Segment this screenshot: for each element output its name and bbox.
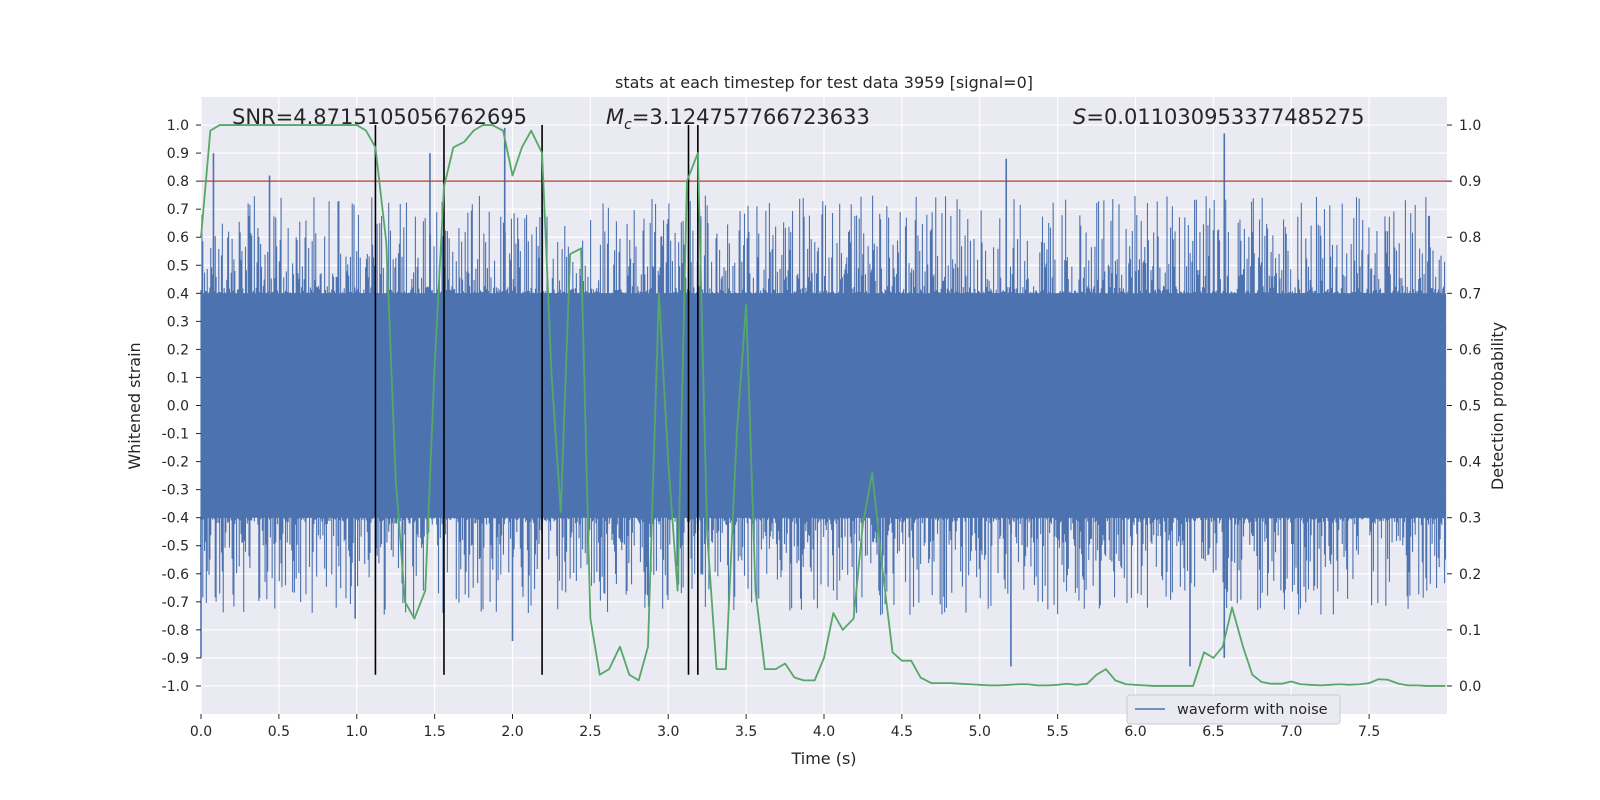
y-right-tick-label-5: 0.5 <box>1459 399 1481 415</box>
y-right-tick-label-9: 0.1 <box>1459 623 1481 639</box>
y-tick-label-14: -0.4 <box>162 511 189 527</box>
chart-title: stats at each timestep for test data 395… <box>615 73 1033 92</box>
y-tick-label-18: -0.8 <box>162 623 189 639</box>
x-tick-label-14: 7.0 <box>1280 724 1302 740</box>
x-tick-label-9: 4.5 <box>891 724 913 740</box>
chirp-mass-symbol: M <box>606 105 624 129</box>
x-tick-label-1: 0.5 <box>268 724 290 740</box>
x-tick-label-0: 0.0 <box>190 724 212 740</box>
y-axis-right-ticks: 1.0 0.9 0.8 0.7 0.6 0.5 0.4 0.3 0.2 0.1 0.0 <box>1447 118 1481 695</box>
y-tick-label-11: -0.1 <box>162 427 189 443</box>
y-tick-label-4: 0.6 <box>167 230 189 246</box>
y-tick-label-8: 0.2 <box>167 342 189 358</box>
x-axis-label: Time (s) <box>790 749 856 768</box>
x-tick-label-2: 1.0 <box>346 724 368 740</box>
detection-probability-series <box>200 124 1446 687</box>
y-right-tick-label-8: 0.2 <box>1459 567 1481 583</box>
legend: waveform with noise <box>1126 694 1341 725</box>
x-tick-label-13: 6.5 <box>1202 724 1224 740</box>
snr-annotation: SNR=4.8715105056762695 <box>232 105 527 129</box>
x-tick-label-11: 5.5 <box>1046 724 1068 740</box>
y-right-tick-label-7: 0.3 <box>1459 511 1481 527</box>
y-axis-left-ticks: 1.0 0.9 0.8 0.7 0.6 0.5 0.4 0.3 0.2 0.1 0.0 -0.1 -0.… <box>162 118 201 695</box>
y-right-tick-label-6: 0.4 <box>1459 455 1481 471</box>
y-tick-label-5: 0.5 <box>167 258 189 274</box>
y-tick-label-15: -0.5 <box>162 539 189 555</box>
y-axis-label-right: Detection probability <box>1488 322 1507 490</box>
y-tick-label-17: -0.7 <box>162 595 189 611</box>
chirp-mass-value: =3.124757766723633 <box>632 105 870 129</box>
chirp-mass-annotation: Mc=3.124757766723633 <box>606 105 870 133</box>
waveform-band <box>201 293 1446 518</box>
y-tick-label-19: -0.9 <box>162 651 189 667</box>
x-tick-label-3: 1.5 <box>423 724 445 740</box>
y-right-tick-label-4: 0.6 <box>1459 342 1481 358</box>
y-axis-label-left: Whitened strain <box>125 342 144 469</box>
s-statistic-annotation: S=0.011030953377485275 <box>1073 105 1364 129</box>
x-tick-label-4: 2.0 <box>501 724 523 740</box>
y-right-tick-label-0: 1.0 <box>1459 118 1481 134</box>
x-tick-label-15: 7.5 <box>1358 724 1380 740</box>
x-tick-label-10: 5.0 <box>969 724 991 740</box>
x-tick-label-6: 3.0 <box>657 724 679 740</box>
y-tick-label-6: 0.4 <box>167 286 189 302</box>
legend-label: waveform with noise <box>1177 702 1328 718</box>
y-right-tick-label-3: 0.7 <box>1459 286 1481 302</box>
y-tick-label-10: 0.0 <box>167 399 189 415</box>
x-tick-label-8: 4.0 <box>813 724 835 740</box>
y-right-tick-label-10: 0.0 <box>1459 679 1481 695</box>
y-right-tick-label-2: 0.8 <box>1459 230 1481 246</box>
y-tick-label-3: 0.7 <box>167 202 189 218</box>
x-tick-label-12: 6.0 <box>1124 724 1146 740</box>
legend-box <box>1126 694 1341 725</box>
y-tick-label-1: 0.9 <box>167 146 189 162</box>
vertical-markers <box>374 125 699 675</box>
waveform-with-noise-series <box>200 127 1446 667</box>
x-axis-ticks: 0.0 0.5 1.0 1.5 2.0 2.5 3.0 3.5 4.0 4.5 5.0 5.5 6.0 6… <box>190 714 1380 740</box>
y-tick-label-0: 1.0 <box>167 118 189 134</box>
y-tick-label-9: 0.1 <box>167 370 189 386</box>
y-tick-label-7: 0.3 <box>167 314 189 330</box>
y-tick-label-2: 0.8 <box>167 174 189 190</box>
y-tick-label-13: -0.3 <box>162 483 189 499</box>
y-right-tick-label-1: 0.9 <box>1459 174 1481 190</box>
s-statistic-symbol: S <box>1073 105 1086 129</box>
probability-line <box>200 124 1446 687</box>
y-tick-label-16: -0.6 <box>162 567 189 583</box>
s-statistic-value: =0.011030953377485275 <box>1086 105 1364 129</box>
chirp-mass-subscript: c <box>624 117 632 133</box>
x-tick-label-5: 2.5 <box>579 724 601 740</box>
x-tick-label-7: 3.5 <box>735 724 757 740</box>
y-tick-label-20: -1.0 <box>162 679 189 695</box>
y-tick-label-12: -0.2 <box>162 455 189 471</box>
